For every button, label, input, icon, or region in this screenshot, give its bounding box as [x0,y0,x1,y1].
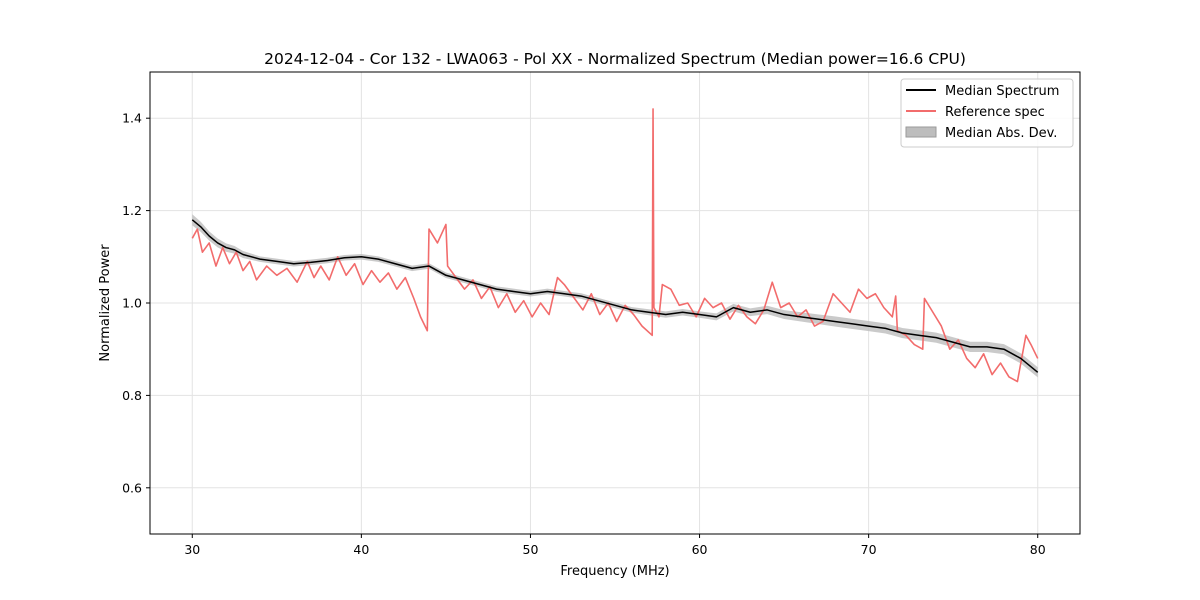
reference-spectrum-layer [191,108,1039,383]
median-spectrum-layer [191,219,1039,373]
x-axis-label: Frequency (MHz) [560,564,669,579]
legend-mad-swatch [905,126,937,138]
chart-title: 2024-12-04 - Cor 132 - LWA063 - Pol XX -… [264,50,966,68]
y-tick-label: 1.2 [122,203,142,218]
x-tick-label: 50 [523,542,539,557]
x-tick-label: 30 [184,542,200,557]
reference-spectrum-line [191,108,1039,383]
y-tick-label: 0.8 [122,388,142,403]
legend-label-reference: Reference spec [945,105,1045,120]
legend-label-mad: Median Abs. Dev. [945,126,1057,141]
legend-box [900,78,1074,148]
x-tick-label: 80 [1030,542,1046,557]
x-tick-label: 70 [861,542,877,557]
legend: Median Spectrum Reference spec Median Ab… [900,78,1074,148]
legend-label-median: Median Spectrum [945,84,1059,99]
y-tick-label: 0.6 [122,480,142,495]
y-axis-label: Normalized Power [98,244,113,362]
x-tick-label: 40 [353,542,369,557]
median-spectrum-line [191,219,1039,373]
x-tick-label: 60 [692,542,708,557]
y-tick-label: 1.0 [122,296,142,311]
axes-layer: 30 40 50 60 70 80 0.6 0.8 1.0 1.2 1.4 [122,111,1046,557]
y-tick-label: 1.4 [122,111,142,126]
